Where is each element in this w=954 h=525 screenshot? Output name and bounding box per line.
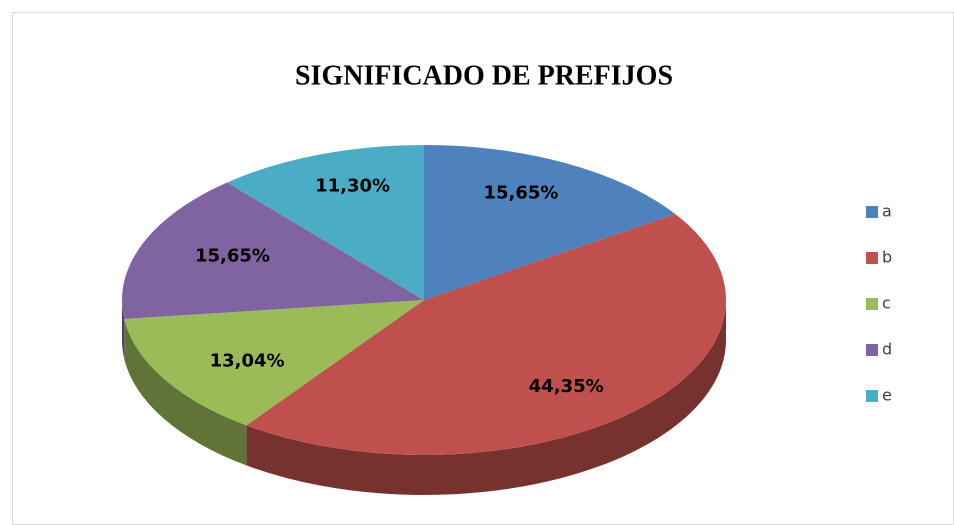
legend-label: e [882,386,892,405]
slice [122,182,425,319]
data-label: 11,30% [315,176,390,197]
legend-label: a [882,202,892,221]
slice [246,214,727,456]
slice-side [122,300,125,359]
chart-title: SIGNIFICADO DE PREFIJOS [295,60,673,91]
data-label: 15,65% [483,182,558,203]
data-label: 15,65% [195,245,270,266]
legend-swatch [866,298,878,310]
legend-swatch [866,206,878,218]
legend-label: c [882,294,891,313]
legend-label: b [882,248,892,267]
slice-side [246,300,727,495]
slice-side [124,318,247,466]
data-label: 44,35% [529,376,604,397]
legend-swatch [866,390,878,402]
slice [227,145,424,300]
slice [424,145,676,300]
legend-swatch [866,344,878,356]
data-label: 13,04% [210,350,285,371]
slice [124,300,425,426]
legend-label: d [882,340,892,359]
legend-swatch [866,252,878,264]
